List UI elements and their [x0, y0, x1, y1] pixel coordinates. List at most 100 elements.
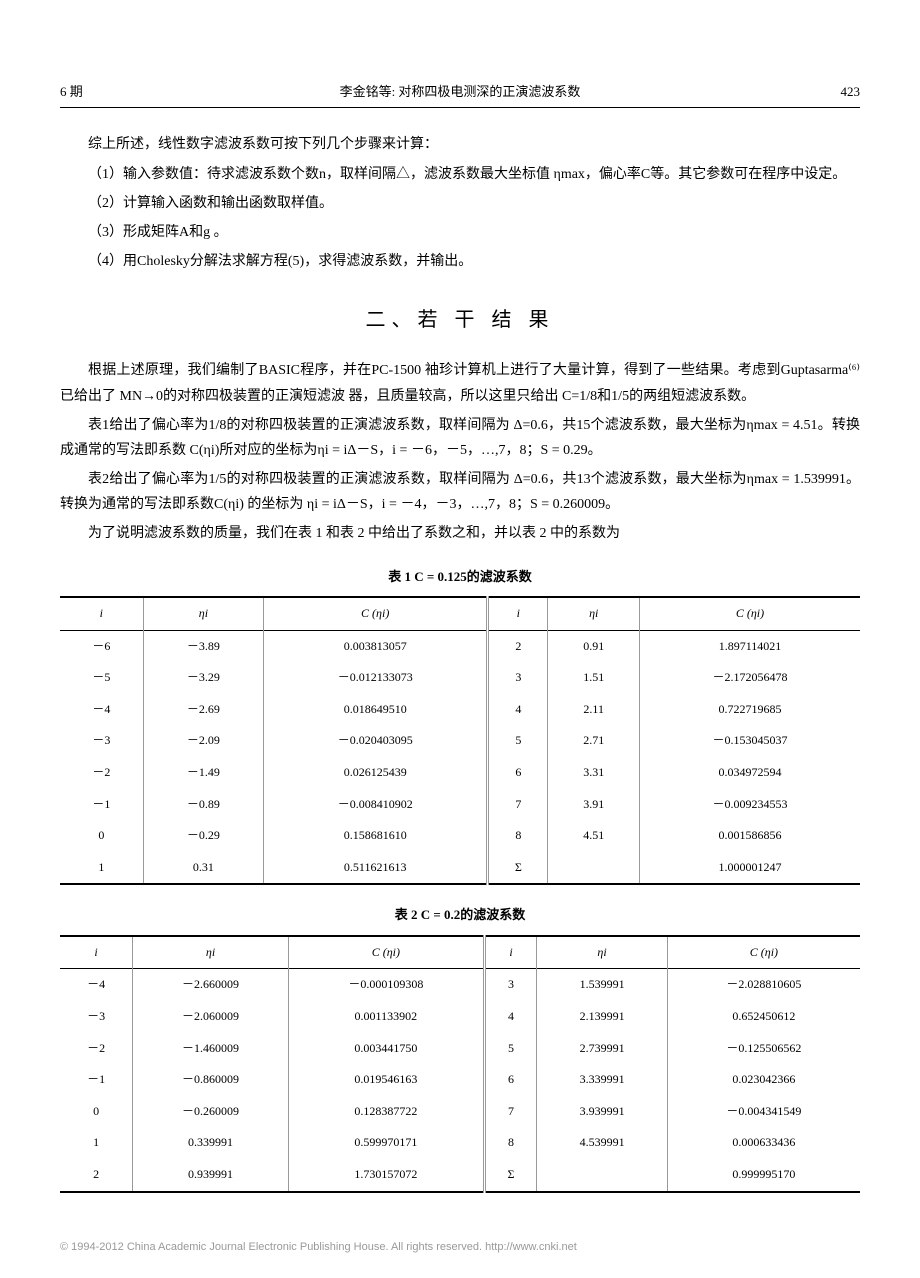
table-row: －6－3.890.00381305720.911.897114021 [60, 630, 860, 662]
header-right: 423 [841, 80, 861, 103]
table-cell: －3.29 [143, 662, 264, 694]
table-cell: 3.939991 [537, 1096, 668, 1128]
table-cell: －2.09 [143, 725, 264, 757]
table-cell: 3.339991 [537, 1064, 668, 1096]
table2: i ηi C (ηi) i ηi C (ηi) －4－2.660009－0.00… [60, 935, 860, 1193]
step-4: （4）用Cholesky分解法求解方程(5)，求得滤波系数，并输出。 [60, 249, 860, 274]
table-cell: 0.511621613 [264, 852, 488, 885]
table-cell: －1 [60, 1064, 133, 1096]
table-cell: －2.060009 [133, 1001, 289, 1033]
table-cell: Σ [484, 1159, 537, 1192]
table-cell: －3 [60, 725, 143, 757]
table2-col-4: ηi [537, 936, 668, 969]
table-cell: 4 [484, 1001, 537, 1033]
table-cell: 0.018649510 [264, 694, 488, 726]
table2-col-3: i [484, 936, 537, 969]
table-cell: 1 [60, 852, 143, 885]
table-cell: 0.91 [548, 630, 640, 662]
table-cell: 0.001133902 [288, 1001, 484, 1033]
table-cell: －1 [60, 789, 143, 821]
table-cell: －1.460009 [133, 1033, 289, 1065]
paragraph-2: 表1给出了偏心率为1/8的对称四极装置的正演滤波系数，取样间隔为 Δ=0.6，共… [60, 413, 860, 463]
table-cell: 0.158681610 [264, 820, 488, 852]
table-cell: －3.89 [143, 630, 264, 662]
table1-col-2: C (ηi) [264, 597, 488, 630]
table-cell: 7 [484, 1096, 537, 1128]
table-cell: －2.028810605 [667, 969, 860, 1001]
table-cell: 1.897114021 [639, 630, 860, 662]
table-cell: 6 [484, 1064, 537, 1096]
paragraph-4: 为了说明滤波系数的质量，我们在表 1 和表 2 中给出了系数之和，并以表 2 中… [60, 521, 860, 546]
table-cell: 1.539991 [537, 969, 668, 1001]
table-cell: －2.172056478 [639, 662, 860, 694]
table-cell: 1.000001247 [639, 852, 860, 885]
table-row: －1－0.89－0.00841090273.91－0.009234553 [60, 789, 860, 821]
table-cell: －2.69 [143, 694, 264, 726]
table-cell: Σ [488, 852, 548, 885]
table-cell: －0.153045037 [639, 725, 860, 757]
table-cell: 0.023042366 [667, 1064, 860, 1096]
table-cell: －0.020403095 [264, 725, 488, 757]
table1-col-5: C (ηi) [639, 597, 860, 630]
table-row: 0－0.290.15868161084.510.001586856 [60, 820, 860, 852]
table-cell: 3 [488, 662, 548, 694]
table-cell: －0.260009 [133, 1096, 289, 1128]
table-cell: 1 [60, 1127, 133, 1159]
step-2: （2）计算输入函数和输出函数取样值。 [60, 191, 860, 216]
table-cell: －2 [60, 1033, 133, 1065]
table-cell: －4 [60, 694, 143, 726]
table-row: 0－0.2600090.12838772273.939991－0.0043415… [60, 1096, 860, 1128]
table-cell: 7 [488, 789, 548, 821]
header-left: 6 期 [60, 80, 83, 103]
table-cell: 1.51 [548, 662, 640, 694]
table1-col-0: i [60, 597, 143, 630]
table-cell [548, 852, 640, 885]
table-cell: －6 [60, 630, 143, 662]
table-row: 20.9399911.730157072Σ0.999995170 [60, 1159, 860, 1192]
table-cell: 0.31 [143, 852, 264, 885]
table-row: 10.310.511621613Σ 1.000001247 [60, 852, 860, 885]
table-cell: 0.652450612 [667, 1001, 860, 1033]
table-cell: －4 [60, 969, 133, 1001]
table-cell: 4 [488, 694, 548, 726]
table1: i ηi C (ηi) i ηi C (ηi) －6－3.890.0038130… [60, 596, 860, 885]
table-row: 10.3399910.59997017184.5399910.000633436 [60, 1127, 860, 1159]
table-row: －3－2.0600090.00113390242.1399910.6524506… [60, 1001, 860, 1033]
table-cell: 0.019546163 [288, 1064, 484, 1096]
table1-col-1: ηi [143, 597, 264, 630]
step-1: （1）输入参数值：待求滤波系数个数n，取样间隔△，滤波系数最大坐标值 ηmax，… [60, 162, 860, 187]
table-cell: －0.012133073 [264, 662, 488, 694]
table-row: －4－2.690.01864951042.110.722719685 [60, 694, 860, 726]
table-cell: 0 [60, 1096, 133, 1128]
table-cell: －2 [60, 757, 143, 789]
table-cell: 0.339991 [133, 1127, 289, 1159]
table-cell: 8 [484, 1127, 537, 1159]
table-cell: －0.125506562 [667, 1033, 860, 1065]
table2-caption: 表 2 C = 0.2的滤波系数 [60, 903, 860, 926]
table-cell: 5 [488, 725, 548, 757]
paragraph-3: 表2给出了偏心率为1/5的对称四极装置的正演滤波系数，取样间隔为 Δ=0.6，共… [60, 467, 860, 517]
table-cell: 2.139991 [537, 1001, 668, 1033]
table-row: －3－2.09－0.02040309552.71－0.153045037 [60, 725, 860, 757]
table-cell: 2 [60, 1159, 133, 1192]
table1-caption: 表 1 C = 0.125的滤波系数 [60, 565, 860, 588]
table-cell: 2 [488, 630, 548, 662]
table2-col-0: i [60, 936, 133, 969]
table-cell: 0.026125439 [264, 757, 488, 789]
table-cell: 1.730157072 [288, 1159, 484, 1192]
table-row: －2－1.4600090.00344175052.739991－0.125506… [60, 1033, 860, 1065]
table-cell: 0.000633436 [667, 1127, 860, 1159]
table-cell: －2.660009 [133, 969, 289, 1001]
table-cell: －0.89 [143, 789, 264, 821]
table-cell: 5 [484, 1033, 537, 1065]
intro-text: 综上所述，线性数字滤波系数可按下列几个步骤来计算： [60, 132, 860, 157]
table-cell: 2.739991 [537, 1033, 668, 1065]
page-header: 6 期 李金铭等: 对称四极电测深的正演滤波系数 423 [60, 80, 860, 108]
table-cell: 0.999995170 [667, 1159, 860, 1192]
section-title: 二、若 干 结 果 [60, 302, 860, 338]
table1-col-3: i [488, 597, 548, 630]
table1-col-4: ηi [548, 597, 640, 630]
table-cell: 0 [60, 820, 143, 852]
table2-col-5: C (ηi) [667, 936, 860, 969]
table-cell: 3.91 [548, 789, 640, 821]
